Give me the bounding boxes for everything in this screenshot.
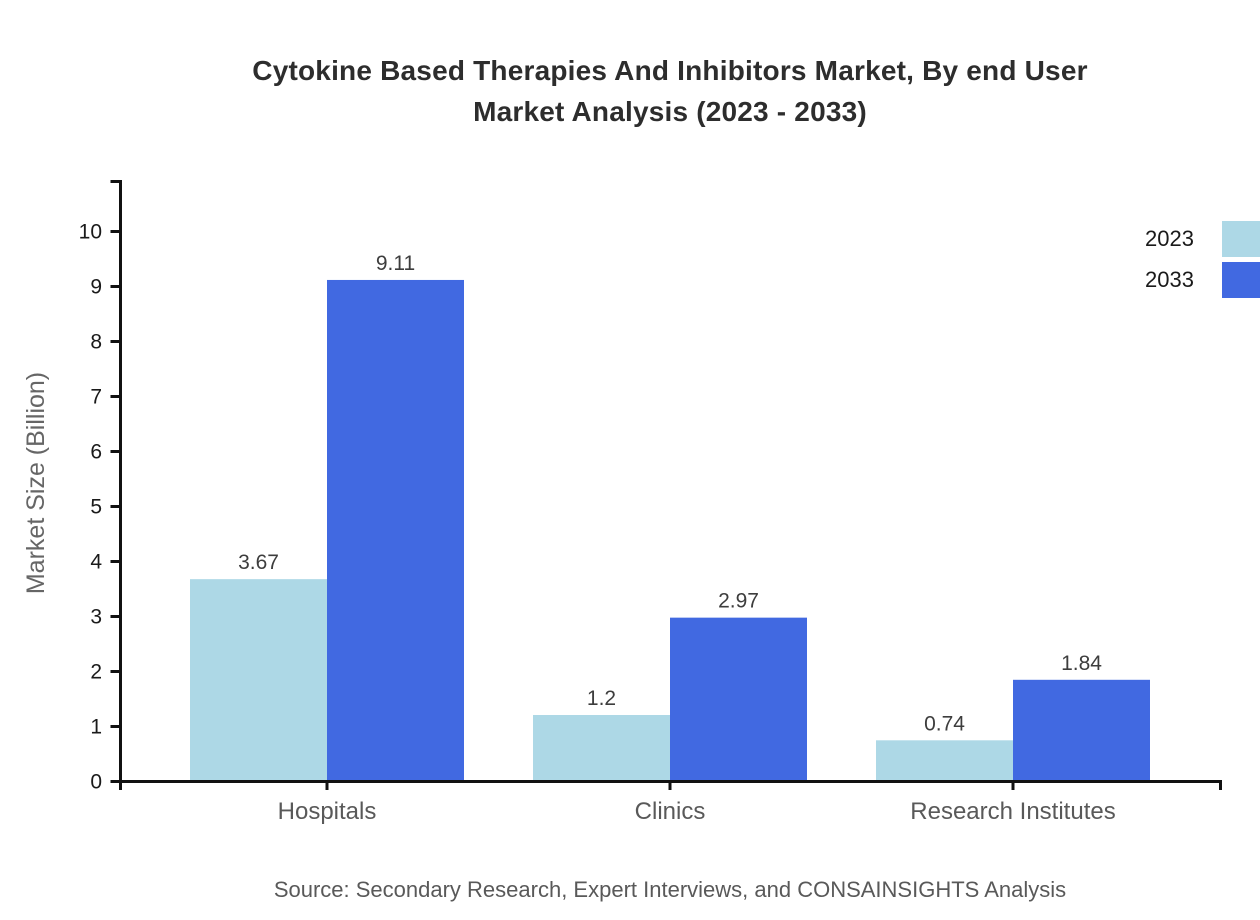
x-category-label-clinics: Clinics bbox=[635, 798, 706, 825]
bar-2033-hospitals bbox=[327, 279, 464, 781]
y-tick-label-6: 6 bbox=[90, 441, 102, 464]
chart-title: Cytokine Based Therapies And Inhibitors … bbox=[120, 50, 1220, 132]
y-tick-label-7: 7 bbox=[90, 386, 102, 409]
chart-title-line2: Market Analysis (2023 - 2033) bbox=[473, 96, 867, 127]
value-label-2023-research-institutes: 0.74 bbox=[924, 712, 965, 735]
value-label-2023-clinics: 1.2 bbox=[587, 687, 616, 710]
y-tick-label-4: 4 bbox=[90, 551, 102, 574]
value-label-2033-research-institutes: 1.84 bbox=[1061, 652, 1102, 675]
legend-label-2033: 2033 bbox=[1145, 267, 1194, 292]
bar-2033-clinics bbox=[670, 617, 807, 781]
legend-swatch-2033 bbox=[1222, 262, 1260, 298]
y-tick-label-10: 10 bbox=[79, 221, 102, 244]
legend: 2023 2033 bbox=[1145, 221, 1260, 298]
legend-swatch-2023 bbox=[1222, 221, 1260, 257]
value-label-2023-hospitals: 3.67 bbox=[238, 551, 279, 574]
chart-title-line1: Cytokine Based Therapies And Inhibitors … bbox=[252, 55, 1088, 86]
y-tick-label-9: 9 bbox=[90, 276, 102, 299]
x-category-label-hospitals: Hospitals bbox=[278, 798, 377, 825]
y-tick-label-3: 3 bbox=[90, 606, 102, 629]
y-tick-label-8: 8 bbox=[90, 331, 102, 354]
axes bbox=[110, 180, 1222, 790]
legend-label-2023: 2023 bbox=[1145, 226, 1194, 251]
bar-2033-research-institutes bbox=[1013, 679, 1150, 781]
legend-item-2023: 2023 bbox=[1145, 221, 1260, 257]
y-tick-label-1: 1 bbox=[90, 716, 102, 739]
value-label-2033-clinics: 2.97 bbox=[718, 590, 759, 613]
value-label-2033-hospitals: 9.11 bbox=[376, 252, 415, 275]
bar-2023-clinics bbox=[533, 715, 670, 781]
x-category-label-research-institutes: Research Institutes bbox=[910, 798, 1115, 825]
y-tick-label-0: 0 bbox=[90, 771, 102, 794]
bar-2023-hospitals bbox=[190, 579, 327, 781]
legend-item-2033: 2033 bbox=[1145, 262, 1260, 298]
y-tick-label-5: 5 bbox=[90, 496, 102, 519]
y-tick-label-2: 2 bbox=[90, 661, 102, 684]
bar-2023-research-institutes bbox=[876, 740, 1013, 781]
source-note: Source: Secondary Research, Expert Inter… bbox=[273, 877, 1067, 902]
